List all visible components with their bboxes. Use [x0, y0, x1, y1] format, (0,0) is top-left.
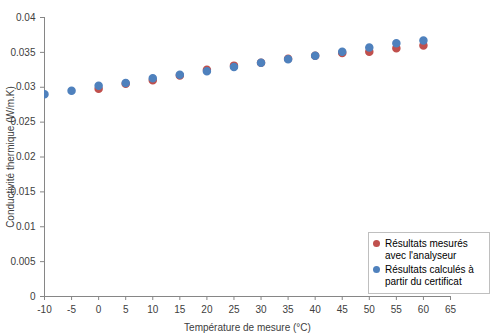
svg-text:60: 60 [418, 304, 430, 315]
svg-text:0.035: 0.035 [10, 47, 35, 58]
svg-text:Température de mesure (°C): Température de mesure (°C) [184, 322, 311, 333]
html-text:Résultats calculés à partir du: Résultats calculés à partir du certifica… [385, 264, 474, 287]
svg-text:-10: -10 [37, 304, 52, 315]
svg-text:0.04: 0.04 [16, 12, 36, 23]
svg-text:10: 10 [147, 304, 159, 315]
svg-text:0: 0 [96, 304, 102, 315]
svg-text:0.025: 0.025 [10, 116, 36, 128]
svg-text:35: 35 [283, 304, 295, 315]
svg-text:50: 50 [364, 304, 376, 315]
svg-text:0.03: 0.03 [16, 81, 36, 92]
svg-text:25: 25 [228, 304, 240, 315]
html-text:Résultats mesurés avec l'analy: Résultats mesurés avec l'analyseur [385, 238, 468, 261]
svg-text:15: 15 [174, 304, 186, 315]
svg-text:0.02: 0.02 [16, 151, 36, 162]
svg-text:0.01: 0.01 [16, 221, 36, 232]
svg-text:0.005: 0.005 [10, 256, 35, 267]
svg-text:65: 65 [445, 304, 457, 315]
svg-text:40: 40 [310, 304, 322, 315]
svg-text:5: 5 [123, 304, 129, 315]
svg-text:-5: -5 [67, 304, 76, 315]
svg-text:20: 20 [201, 304, 213, 315]
svg-text:Conductivité thermique (W/m.K): Conductivité thermique (W/m.K) [5, 86, 16, 228]
svg-text:0.015: 0.015 [10, 186, 36, 198]
svg-text:30: 30 [255, 304, 267, 315]
svg-text:45: 45 [337, 304, 349, 315]
svg-text:0: 0 [30, 291, 36, 302]
svg-text:55: 55 [391, 304, 403, 315]
